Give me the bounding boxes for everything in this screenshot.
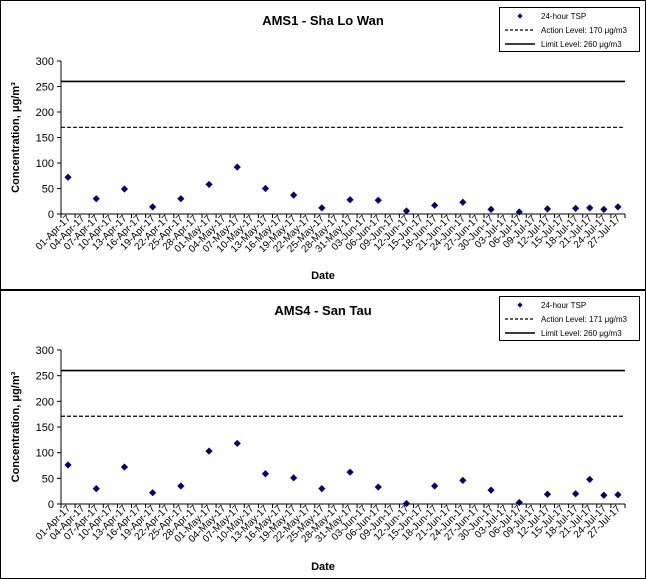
x-axis-title: Date	[311, 270, 335, 282]
y-tick-label: 300	[36, 345, 54, 357]
y-tick-label: 0	[48, 499, 54, 511]
chart-title: AMS1 - Sha Lo Wan	[262, 13, 384, 28]
data-point	[261, 470, 270, 478]
y-tick-label: 50	[42, 184, 54, 196]
y-axis-title: Concentration, μg/m³	[10, 82, 22, 193]
data-point	[64, 461, 72, 469]
data-point	[149, 489, 157, 497]
data-point	[261, 184, 270, 193]
data-point	[459, 198, 467, 206]
data-point	[318, 485, 326, 493]
y-tick-label: 100	[36, 158, 54, 170]
data-point	[459, 476, 467, 484]
x-axis-title: Date	[311, 561, 335, 573]
data-point	[233, 439, 241, 448]
y-tick-label: 150	[36, 422, 54, 434]
y-tick-label: 200	[36, 396, 54, 408]
legend-entry: Action Level: 170 μg/m3	[541, 26, 628, 35]
data-point	[572, 204, 580, 212]
data-point	[205, 447, 213, 455]
data-point	[515, 208, 523, 216]
data-point	[374, 483, 382, 491]
data-point	[402, 207, 411, 215]
chart-title: AMS4 - San Tau	[274, 303, 371, 318]
data-point	[600, 205, 608, 214]
legend-entry: 24-hour TSP	[541, 12, 586, 21]
data-point	[120, 463, 129, 471]
data-point	[572, 490, 580, 498]
data-point	[233, 163, 241, 171]
data-point	[290, 191, 298, 199]
y-tick-label: 200	[36, 107, 54, 119]
legend: 24-hour TSP Action Level: 170 μg/m3 Limit …	[499, 7, 640, 52]
legend-marker-tsp	[517, 302, 523, 308]
data-point	[543, 490, 552, 498]
legend-entry: 24-hour TSP	[541, 301, 586, 310]
data-point	[487, 486, 495, 494]
data-point	[64, 173, 72, 181]
chart-panel-2: AMS4 - San Tau05010015020025030001-Apr-1…	[0, 290, 646, 579]
data-point	[177, 195, 185, 203]
data-point	[346, 468, 354, 476]
chart-panel-1: AMS1 - Sha Lo Wan05010015020025030001-Ap…	[0, 0, 646, 290]
y-tick-label: 250	[36, 371, 54, 383]
data-point	[543, 205, 552, 213]
data-point	[614, 491, 622, 499]
data-point	[346, 196, 354, 204]
y-tick-label: 0	[48, 209, 54, 221]
data-point	[600, 491, 608, 499]
legend-entry: Limit Level: 260 μg/m3	[541, 40, 622, 49]
data-point	[586, 204, 594, 212]
y-tick-label: 300	[36, 56, 54, 68]
legend-entry: Action Level: 171 μg/m3	[541, 315, 628, 324]
data-point	[92, 485, 100, 493]
data-point	[149, 203, 157, 211]
data-point	[92, 195, 100, 203]
y-tick-label: 250	[36, 82, 54, 94]
y-tick-label: 150	[36, 133, 54, 145]
legend-entry: Limit Level: 260 μg/m3	[541, 329, 622, 338]
y-tick-label: 50	[42, 473, 54, 485]
data-point	[205, 180, 213, 189]
data-point	[614, 203, 622, 211]
data-point	[431, 201, 439, 209]
legend: 24-hour TSP Action Level: 171 μg/m3 Limit …	[499, 296, 640, 341]
data-point	[177, 482, 185, 490]
data-point	[318, 204, 326, 212]
data-point	[515, 498, 523, 507]
y-axis-title: Concentration, μg/m³	[10, 371, 22, 482]
data-point	[586, 475, 594, 483]
data-point	[402, 499, 411, 508]
data-point	[120, 185, 129, 193]
legend-marker-tsp	[517, 13, 523, 19]
data-point	[487, 205, 495, 214]
data-point	[431, 482, 439, 490]
data-point	[374, 196, 382, 204]
y-tick-label: 100	[36, 448, 54, 460]
data-point	[290, 474, 298, 482]
